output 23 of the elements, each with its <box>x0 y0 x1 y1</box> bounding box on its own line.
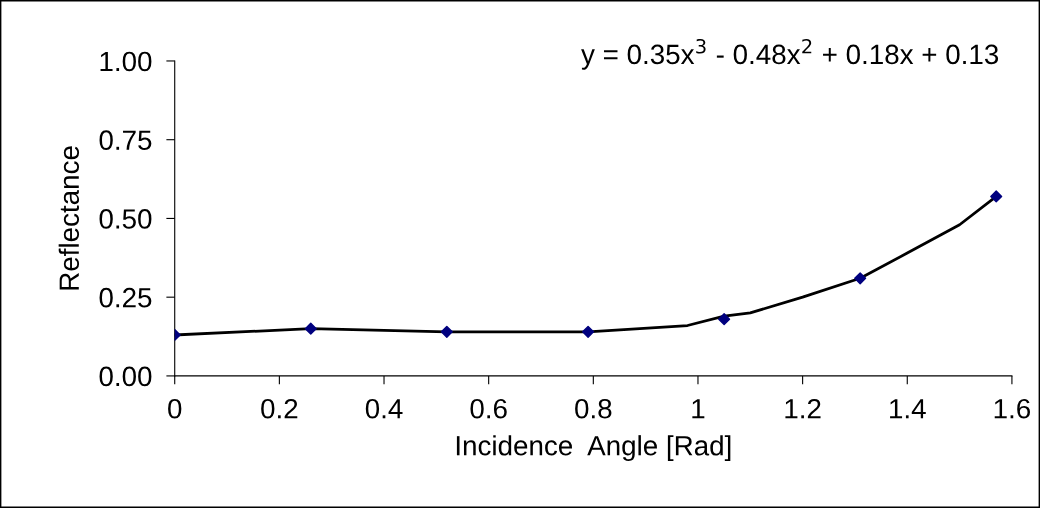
x-tick-label: 0.6 <box>470 398 507 419</box>
x-tick-label: 1.4 <box>890 399 926 419</box>
x-tick-label: 1 <box>692 399 705 419</box>
point <box>582 325 595 338</box>
x-tick-label: 1.6 <box>994 398 1031 419</box>
y-tick-label: 0.25 <box>99 287 152 308</box>
point <box>304 322 317 335</box>
y-tick-label: 0.50 <box>99 209 152 229</box>
x-tick-label: 0.2 <box>261 398 298 419</box>
x-tick-label: 0.4 <box>365 398 403 419</box>
point <box>854 272 867 285</box>
point <box>440 325 453 338</box>
x-tick-label: 0.8 <box>575 398 612 419</box>
y-tick-label: 1.00 <box>100 51 152 72</box>
x-tick-label: 1.2 <box>785 398 821 419</box>
x-tick-label: 0 <box>168 398 182 419</box>
x-axis-title: Incidence Angle [Rad] <box>456 435 731 462</box>
annotation: y = 0.35x$^{3}$ - 0.48x$^{2}$ + 0.18x + 0.13 <box>581 38 999 70</box>
y-tick-label: 0.00 <box>99 366 152 387</box>
y-tick-label: 0.75 <box>99 130 152 151</box>
point <box>718 313 731 326</box>
y-axis-title: Reflectance <box>58 146 80 290</box>
point <box>990 190 1003 203</box>
